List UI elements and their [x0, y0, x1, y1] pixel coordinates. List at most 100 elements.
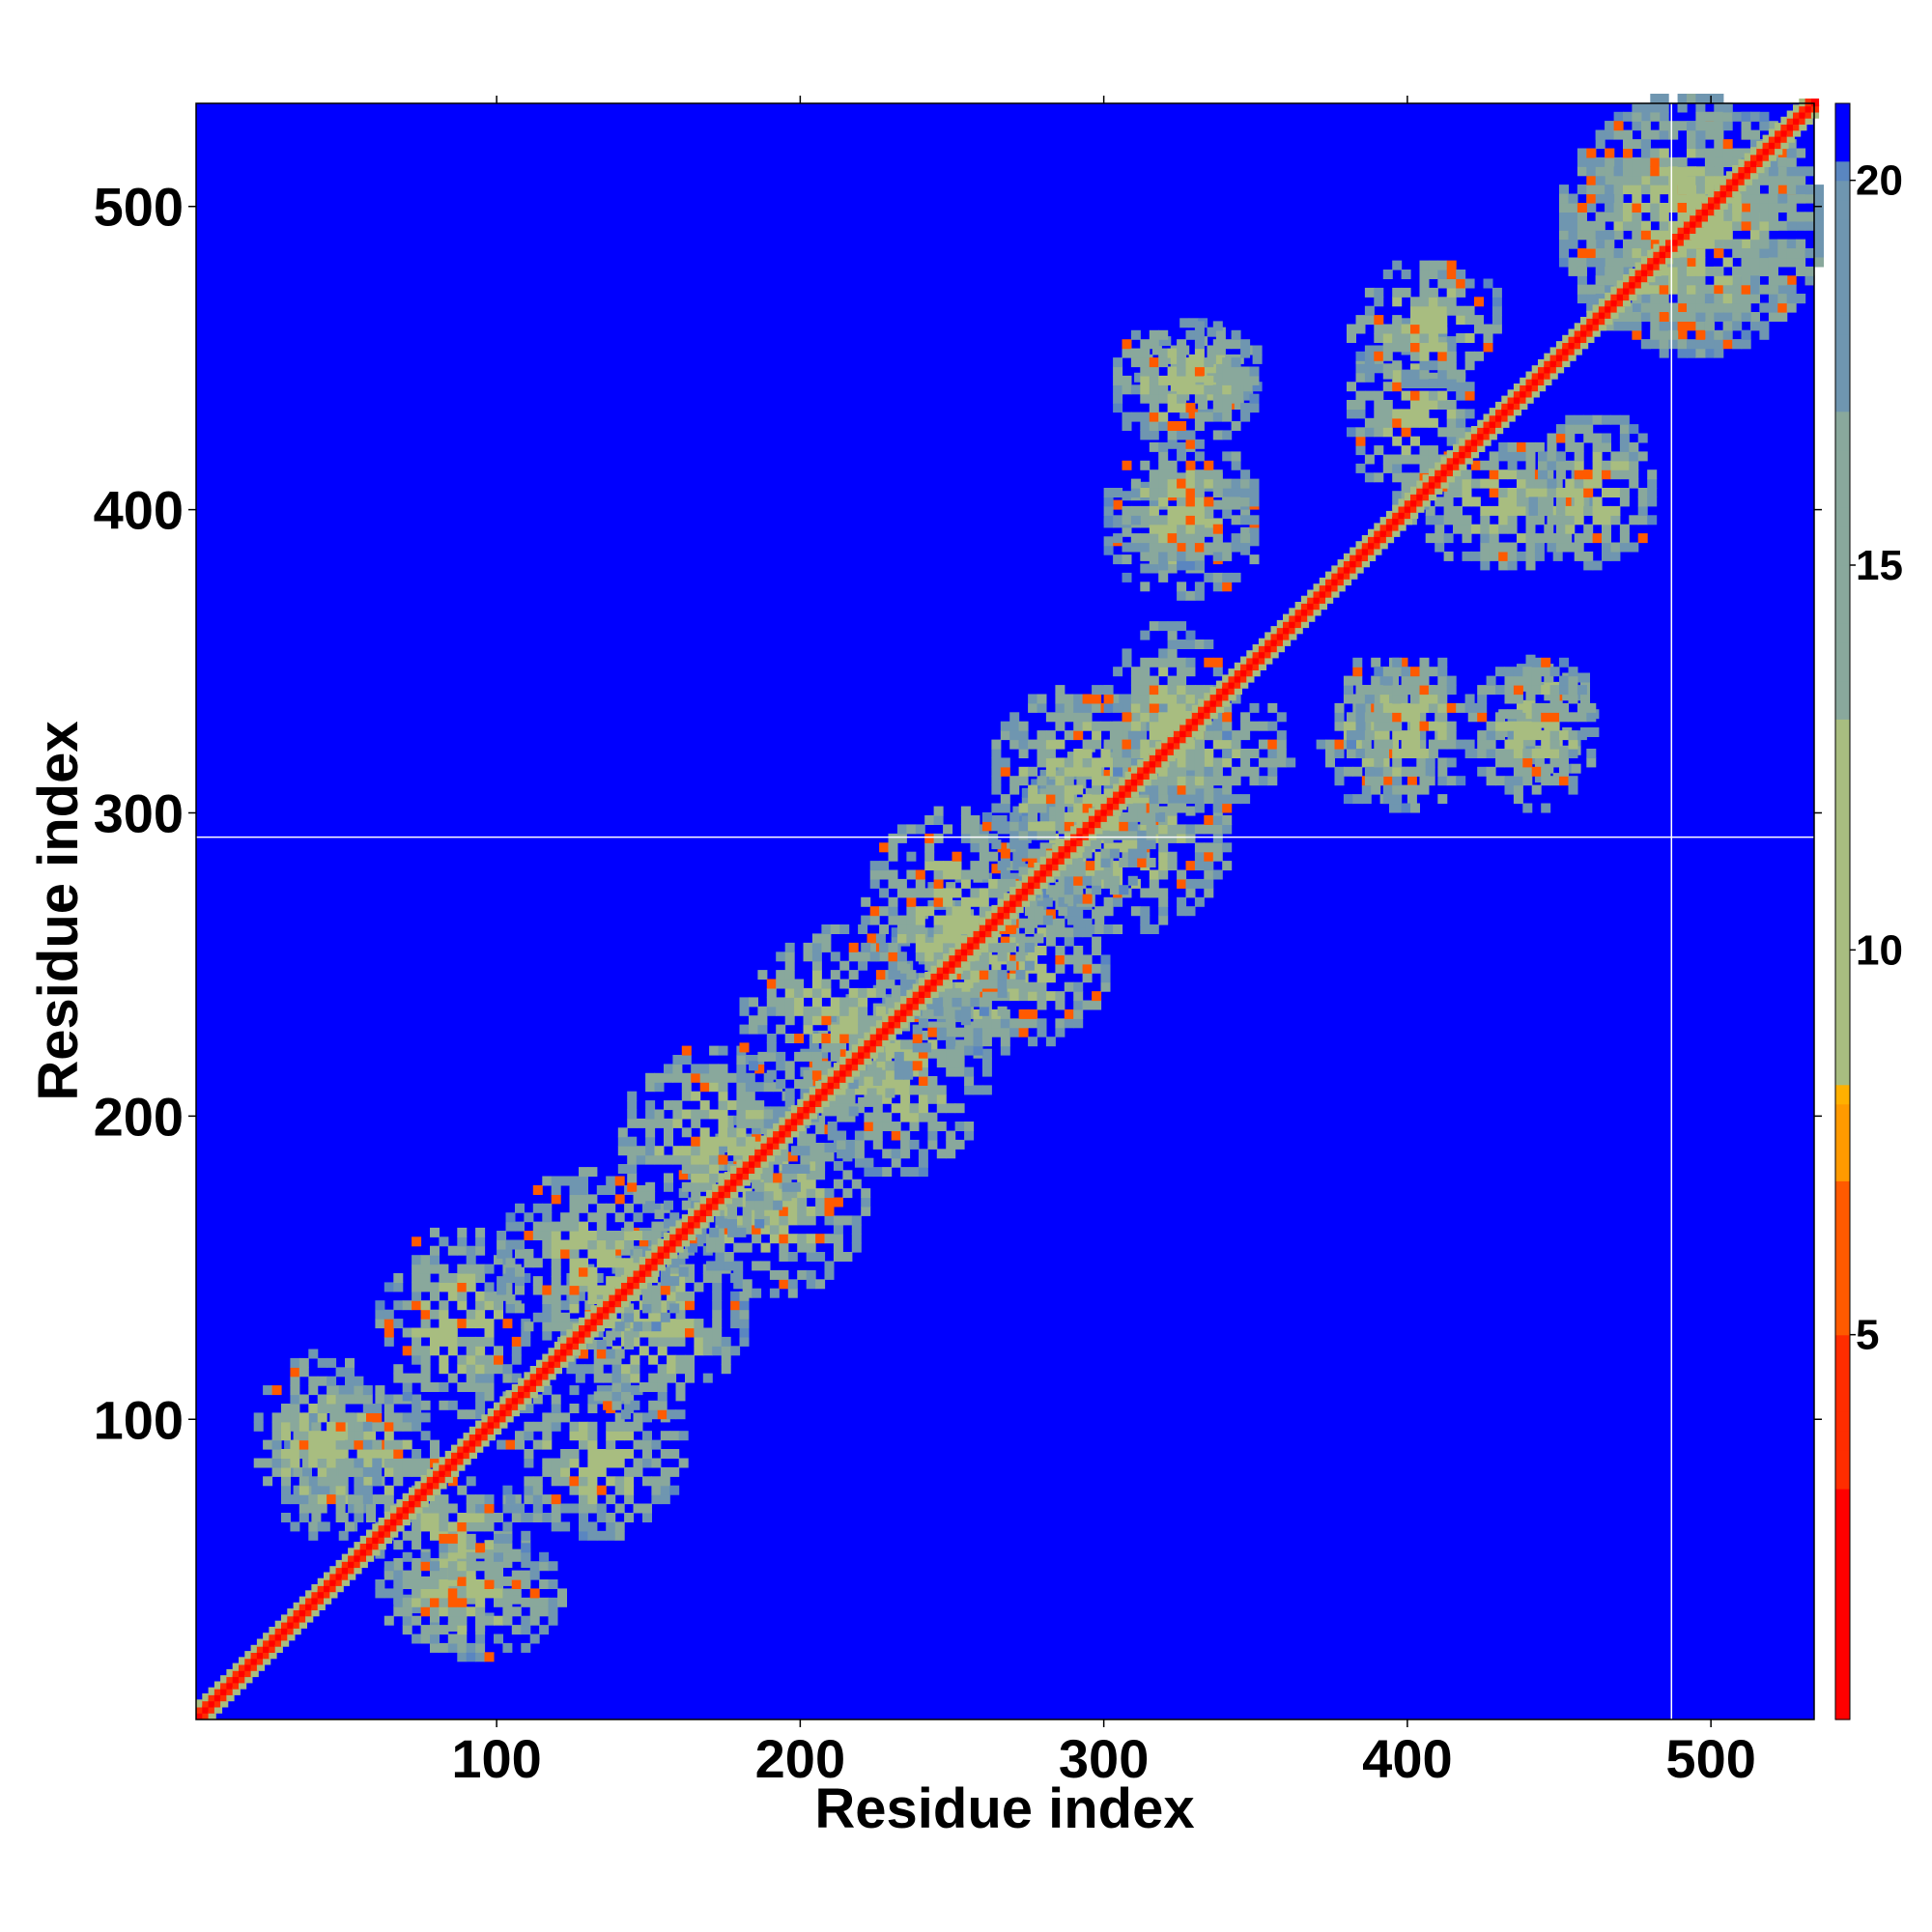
heatmap-cell [1343, 675, 1353, 686]
heatmap-cell [420, 1634, 431, 1644]
heatmap-cell [858, 1096, 868, 1107]
heatmap-cell [776, 1006, 786, 1016]
heatmap-cell [1064, 811, 1074, 822]
heatmap-cell [664, 1064, 673, 1074]
heatmap-cell [1513, 739, 1523, 750]
heatmap-cell [484, 1300, 495, 1311]
heatmap-cell [821, 924, 832, 934]
heatmap-cell [1374, 766, 1384, 777]
heatmap-cell [997, 888, 1008, 898]
heatmap-cell [694, 1319, 704, 1329]
heatmap-cell [811, 1006, 822, 1016]
heatmap-cell [521, 1558, 531, 1568]
heatmap-cell [1018, 730, 1029, 741]
heatmap-cell [1379, 749, 1390, 758]
heatmap-cell [484, 1551, 495, 1562]
heatmap-cell [888, 851, 898, 862]
heatmap-cell [298, 1494, 309, 1505]
heatmap-cell [830, 924, 840, 934]
heatmap-cell [1504, 685, 1515, 696]
heatmap-cell [1130, 712, 1141, 723]
heatmap-cell [1392, 324, 1403, 334]
heatmap-cell [1565, 460, 1576, 470]
heatmap-cell [1446, 360, 1457, 371]
heatmap-cell [1513, 776, 1523, 786]
heatmap-cell [430, 1625, 440, 1635]
heatmap-cell [721, 1354, 731, 1365]
heatmap-cell [1464, 390, 1475, 401]
heatmap-cell [1177, 451, 1187, 462]
heatmap-cell [430, 1606, 440, 1617]
heatmap-cell [1185, 657, 1196, 668]
heatmap-cell [1113, 366, 1123, 377]
heatmap-cell [1453, 515, 1463, 526]
heatmap-cell [1194, 590, 1205, 601]
heatmap-cell [1103, 702, 1114, 713]
heatmap-cell [642, 1285, 652, 1295]
heatmap-cell [606, 1449, 616, 1459]
heatmap-cell [579, 1221, 588, 1232]
heatmap-cell [642, 1513, 652, 1522]
heatmap-cell [393, 1585, 404, 1596]
heatmap-cell [1113, 554, 1123, 565]
heatmap-cell [906, 851, 917, 862]
heatmap-cell [1012, 806, 1023, 816]
heatmap-cell [1632, 121, 1642, 131]
heatmap-cell [1507, 709, 1518, 720]
heatmap-cell [1185, 639, 1196, 649]
heatmap-cell [979, 888, 989, 898]
heatmap-cell [466, 1346, 476, 1356]
heatmap-cell [954, 1048, 965, 1059]
heatmap-cell [1525, 469, 1536, 480]
heatmap-cell [1130, 515, 1141, 526]
heatmap-cell [1507, 497, 1518, 507]
heatmap-cell [569, 1303, 580, 1314]
heatmap-cell [1212, 533, 1223, 544]
heatmap-cell [1066, 752, 1077, 762]
heatmap-cell [1092, 685, 1102, 696]
heatmap-cell [1177, 757, 1187, 768]
heatmap-cell [1547, 533, 1557, 544]
heatmap-cell [1401, 342, 1411, 353]
heatmap-cell [1149, 430, 1159, 440]
heatmap-cell [1113, 749, 1123, 758]
heatmap-cell [739, 1006, 750, 1016]
heatmap-cell [757, 1006, 768, 1016]
heatmap-cell [327, 1431, 337, 1441]
heatmap-cell [1495, 685, 1505, 696]
heatmap-cell [811, 933, 822, 944]
heatmap-cell [420, 1606, 431, 1617]
heatmap-cell [943, 915, 953, 925]
heatmap-cell [475, 1652, 486, 1662]
heatmap-cell [1222, 491, 1233, 501]
heatmap-cell [851, 1242, 862, 1253]
heatmap-cell [281, 1494, 291, 1505]
heatmap-cell [1092, 885, 1102, 895]
heatmap-cell [587, 1294, 598, 1304]
heatmap-cell [718, 1154, 728, 1165]
heatmap-cell [864, 1112, 874, 1122]
heatmap-cell [1446, 776, 1457, 786]
heatmap-cell [1185, 630, 1196, 640]
heatmap-cell [651, 1476, 662, 1487]
heatmap-cell [1028, 848, 1038, 859]
heatmap-cell [997, 979, 1008, 989]
heatmap-cell [366, 1476, 376, 1487]
heatmap-cell [1477, 730, 1488, 741]
heatmap-cell [654, 1109, 665, 1120]
heatmap-cell [651, 1294, 662, 1304]
heatmap-cell [1392, 712, 1403, 723]
heatmap-cell [891, 1149, 901, 1159]
heatmap-cell [1028, 784, 1038, 795]
heatmap-cell [624, 1221, 635, 1232]
heatmap-cell [1334, 776, 1345, 786]
heatmap-cell [858, 952, 868, 962]
heatmap-cell [345, 1458, 355, 1468]
heatmap-cell [335, 1394, 346, 1405]
heatmap-cell [1194, 685, 1205, 696]
heatmap-cell [781, 1164, 792, 1174]
heatmap-cell [1258, 721, 1268, 731]
heatmap-cell [1437, 702, 1448, 713]
heatmap-cell [964, 1076, 975, 1086]
heatmap-cell [475, 1319, 486, 1329]
